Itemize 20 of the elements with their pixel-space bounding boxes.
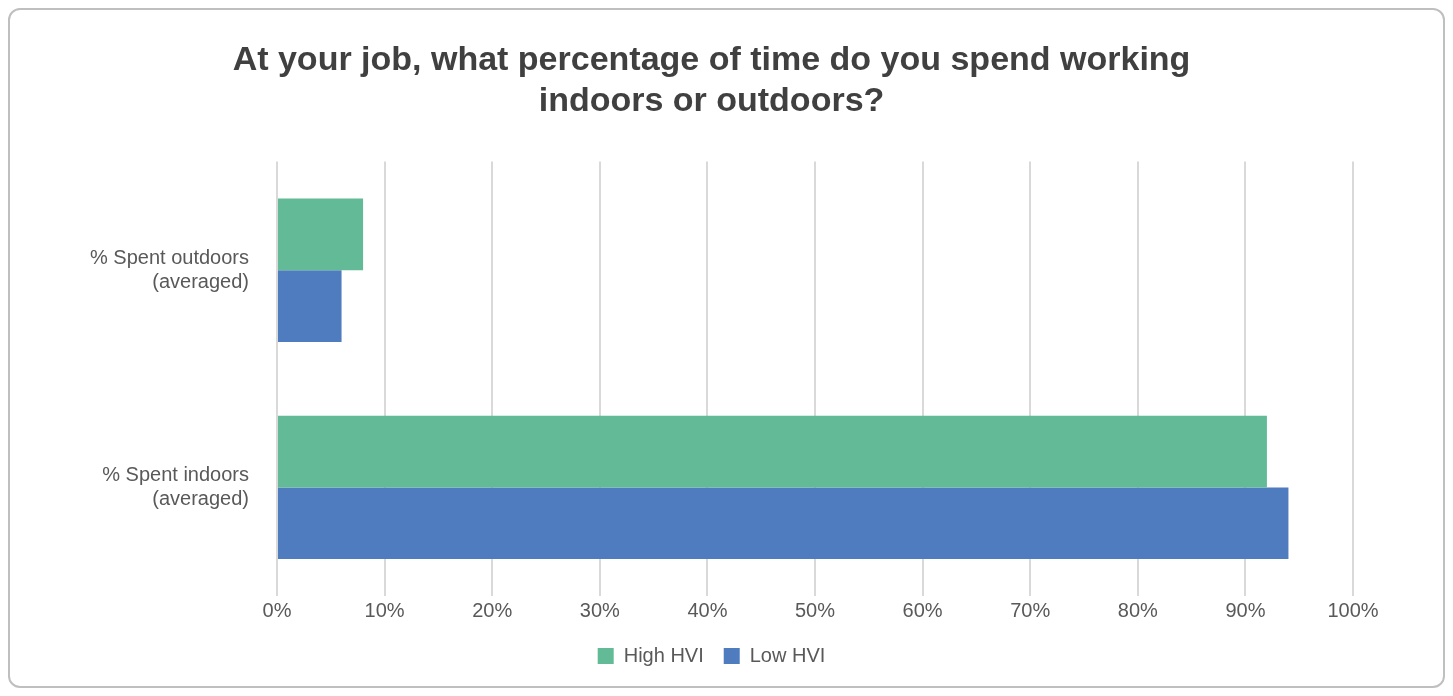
- x-tick-label: 90%: [1225, 598, 1266, 621]
- x-tick-label: 20%: [472, 598, 513, 621]
- y-tick-label: % Spent indoors (averaged): [102, 462, 249, 509]
- x-tick-label: 80%: [1117, 598, 1159, 621]
- x-tick-label: 0%: [262, 598, 292, 621]
- x-tick-label: 100%: [1327, 598, 1379, 621]
- chart-title: At your job, what percentage of time do you spend working indoors or outdoors?: [232, 38, 1191, 118]
- bar: [277, 270, 342, 342]
- x-tick-label: 60%: [902, 598, 943, 621]
- bar: [277, 198, 364, 271]
- y-tick-label: % Spent outdoors (averaged): [89, 245, 249, 292]
- x-tick-label: 30%: [579, 598, 621, 621]
- x-tick-label: 50%: [794, 598, 836, 621]
- x-tick-label: 70%: [1010, 598, 1051, 621]
- x-tick-label: 10%: [364, 598, 405, 621]
- bar: [277, 415, 1267, 488]
- legend-label: Low HVI: [749, 643, 826, 666]
- bar: [277, 487, 1289, 560]
- legend-label: High HVI: [623, 643, 704, 666]
- x-tick-label: 40%: [687, 598, 728, 621]
